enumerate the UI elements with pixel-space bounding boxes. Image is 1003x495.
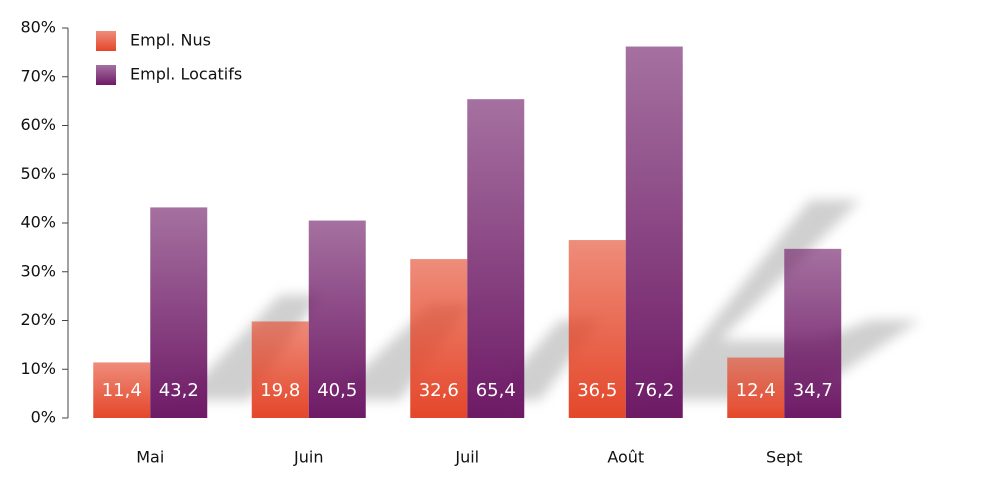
y-tick-label: 30% xyxy=(20,261,56,280)
y-tick-label: 20% xyxy=(20,310,56,329)
x-tick-label: Juin xyxy=(293,448,323,467)
x-tick-label: Sept xyxy=(766,448,802,467)
y-tick-label: 0% xyxy=(31,408,56,427)
value-label: 65,4 xyxy=(476,380,516,401)
bar xyxy=(625,46,683,419)
value-label: 19,8 xyxy=(260,380,300,401)
bar xyxy=(467,99,525,419)
bar xyxy=(410,259,468,418)
bar xyxy=(568,240,626,418)
bar xyxy=(784,248,842,418)
y-tick-label: 80% xyxy=(20,18,56,37)
bar xyxy=(93,362,151,418)
bar xyxy=(727,357,785,418)
bar xyxy=(251,321,309,418)
x-tick-label: Mai xyxy=(136,448,164,467)
x-tick-label: Juil xyxy=(454,448,479,467)
value-label: 11,4 xyxy=(102,380,142,401)
value-label: 43,2 xyxy=(159,380,199,401)
x-tick-label: Août xyxy=(607,448,644,467)
y-tick-label: 60% xyxy=(20,115,56,134)
value-label: 76,2 xyxy=(634,380,674,401)
value-label: 32,6 xyxy=(419,380,459,401)
shadow xyxy=(180,200,920,400)
y-tick-label: 70% xyxy=(20,66,56,85)
value-label: 40,5 xyxy=(317,380,357,401)
legend-swatch xyxy=(96,31,116,51)
legend-label: Empl. Nus xyxy=(130,31,211,50)
bar xyxy=(308,220,366,418)
y-tick-label: 40% xyxy=(20,213,56,232)
legend-swatch xyxy=(96,65,116,85)
value-label: 34,7 xyxy=(793,380,833,401)
value-label: 12,4 xyxy=(736,380,776,401)
value-label: 36,5 xyxy=(577,380,617,401)
legend-label: Empl. Locatifs xyxy=(130,65,242,84)
bar xyxy=(150,207,208,418)
y-tick-label: 10% xyxy=(20,359,56,378)
y-tick-label: 50% xyxy=(20,164,56,183)
